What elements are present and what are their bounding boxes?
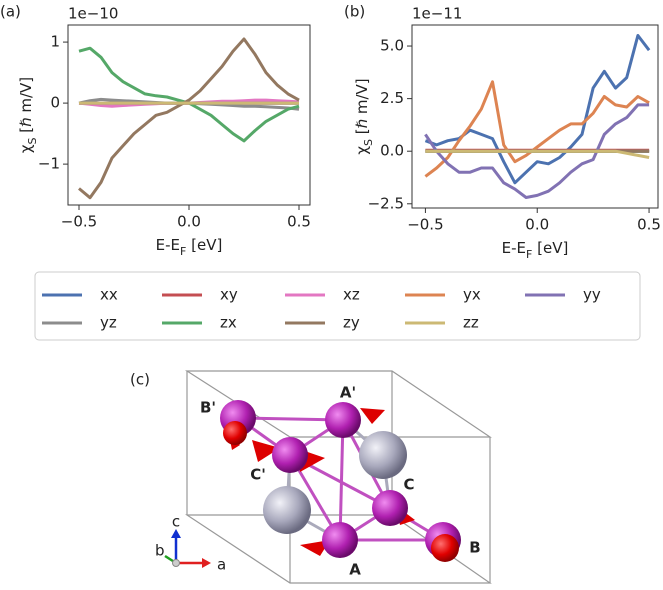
series-line xyxy=(425,149,650,159)
x-axis-label: E-EF [eV] xyxy=(156,236,223,258)
y-axis-label-part: χ xyxy=(353,146,371,155)
atom xyxy=(372,490,408,526)
axis-label: a xyxy=(217,556,226,574)
atom-label: A' xyxy=(340,384,356,402)
plot-frame xyxy=(67,24,311,206)
crystal-structure: (c) A' B' C' C A B c b a xyxy=(130,370,492,584)
atom-label: B' xyxy=(200,399,216,417)
offset-label: 1e−11 xyxy=(412,5,462,23)
legend-label: yy xyxy=(583,286,601,304)
plot-frame xyxy=(411,24,659,209)
legend-label: yx xyxy=(463,286,481,304)
atom xyxy=(359,431,407,479)
series-line xyxy=(424,103,650,199)
y-axis-label: χS [ℏ m/V] xyxy=(353,78,375,154)
x-tick-label: −0.5 xyxy=(407,216,443,234)
axis-label: b xyxy=(155,542,165,560)
x-axis-label: E-EF [eV] xyxy=(502,239,569,261)
y-axis-label-part: [ℏ m/V] xyxy=(17,77,35,138)
axis-label: c xyxy=(172,513,180,531)
atom-label: B xyxy=(469,539,480,557)
x-axis-label-part: [eV] xyxy=(532,239,568,257)
y-tick-label: −2.5 xyxy=(368,194,404,212)
y-axis-label-part: S xyxy=(362,139,375,146)
series-line xyxy=(78,37,300,200)
legend-label: xy xyxy=(220,286,238,304)
legend-label: xz xyxy=(343,286,360,304)
panel-label: (c) xyxy=(130,371,150,389)
y-axis-label: χS [ℏ m/V] xyxy=(17,77,39,153)
panel-label: (a) xyxy=(0,3,21,21)
atom-label: A xyxy=(349,561,361,579)
series-line xyxy=(424,80,650,178)
legend-label: xx xyxy=(100,286,118,304)
legend-label: yz xyxy=(100,314,117,332)
chart: −0.5 0.0 0.5 −1 0 1 1e−10 (a) E-EF [eV] χS [ℏ m/V… xyxy=(0,3,311,258)
atom xyxy=(272,437,308,473)
y-tick-label: 1 xyxy=(50,33,60,51)
legend: xx xy xz yx yy yz zx zy zz xyxy=(34,271,641,341)
y-tick-label: 0 xyxy=(50,94,60,112)
panel-label: (b) xyxy=(344,3,365,21)
legend-box xyxy=(34,271,641,341)
legend-label: zy xyxy=(343,314,360,332)
x-axis-label-part: E-E xyxy=(156,236,180,254)
x-axis-label-part: F xyxy=(526,248,532,261)
x-tick-label: 0.5 xyxy=(287,213,311,231)
atom xyxy=(322,522,358,558)
x-tick-label: 0.0 xyxy=(525,216,549,234)
y-tick-label: 0.0 xyxy=(380,142,404,160)
x-axis-label-part: E-E xyxy=(502,239,526,257)
legend-label: zz xyxy=(463,314,479,332)
offset-label: 1e−10 xyxy=(68,5,118,23)
x-axis-label-part: F xyxy=(180,245,186,258)
y-axis-label-part: χ xyxy=(17,144,35,153)
y-axis-label-part: S xyxy=(26,138,39,145)
atom xyxy=(223,421,247,445)
legend-label: zx xyxy=(220,314,237,332)
x-tick-label: −0.5 xyxy=(61,213,97,231)
atom xyxy=(325,402,361,438)
atom xyxy=(431,534,459,562)
chart: −0.5 0.0 0.5 −2.5 0.0 2.5 5.0 1e−11 (b) E-EF [eV]… xyxy=(344,3,661,261)
atom xyxy=(263,486,311,534)
y-tick-label: −1 xyxy=(38,155,60,173)
x-axis-label-part: [eV] xyxy=(186,236,222,254)
x-tick-label: 0.5 xyxy=(637,216,661,234)
atom-label: C' xyxy=(250,466,266,484)
atom-label: C xyxy=(403,476,414,494)
y-axis-label-part: [ℏ m/V] xyxy=(353,78,371,139)
y-tick-label: 5.0 xyxy=(380,37,404,55)
y-tick-label: 2.5 xyxy=(380,89,404,107)
axis-triad: c b a xyxy=(155,513,226,574)
x-tick-label: 0.0 xyxy=(177,213,201,231)
